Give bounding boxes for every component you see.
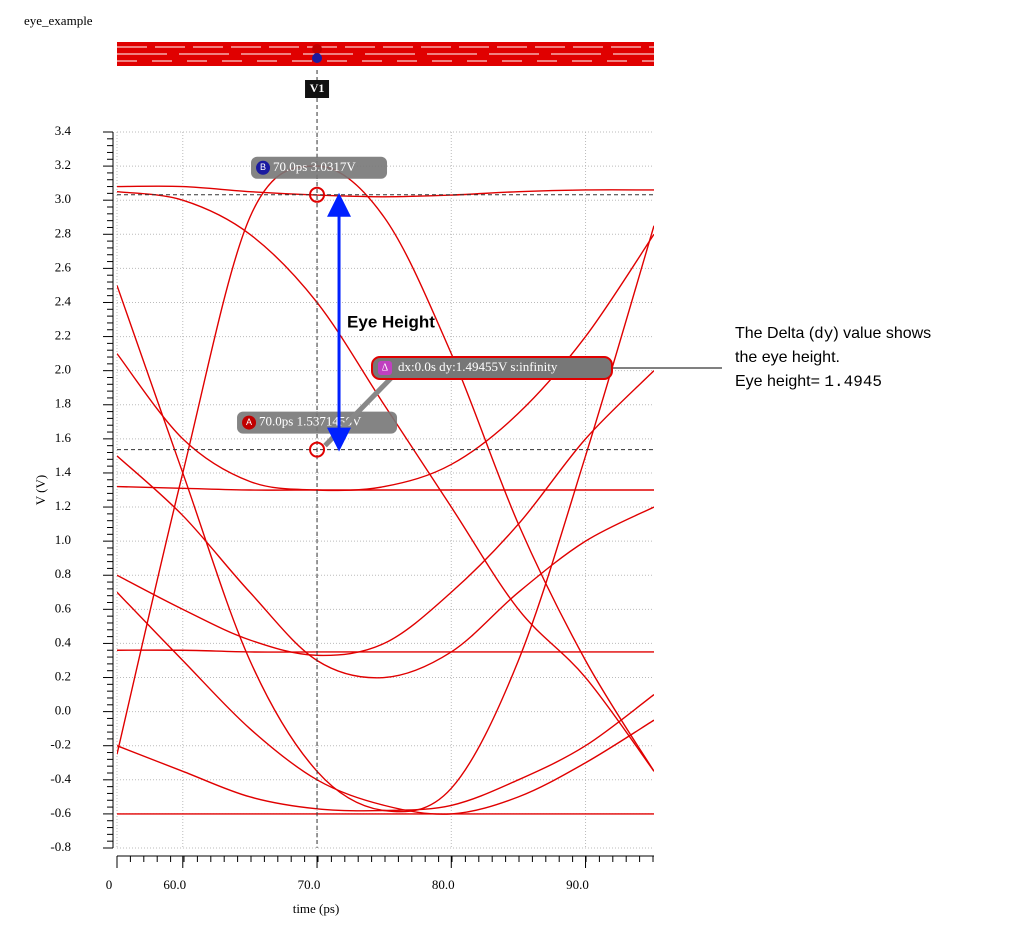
y-tick-label: 2.6 — [55, 259, 72, 274]
note-text: Eye height= — [735, 373, 824, 390]
overview-marker — [312, 53, 323, 63]
y-tick-label: 0.0 — [55, 703, 71, 718]
y-tick-label: 2.0 — [55, 362, 71, 377]
y-tick-label: 0.6 — [55, 600, 72, 615]
y-axis-label: V (V) — [33, 475, 48, 505]
eye-height-label: Eye Height — [347, 312, 435, 331]
note-code: 1.4945 — [824, 373, 882, 391]
chart-title: eye_example — [24, 13, 93, 28]
y-tick-label: -0.6 — [50, 805, 71, 820]
y-tick-label: 3.2 — [55, 157, 71, 172]
note-text: ) value shows — [833, 325, 931, 342]
y-tick-label: 0.8 — [55, 566, 71, 581]
cursor-label: V1 — [310, 81, 325, 95]
cursor-tag — [305, 80, 330, 98]
delta-box — [371, 356, 613, 380]
y-tick-label: 1.0 — [55, 532, 71, 547]
y-tick-label: 0.4 — [55, 634, 72, 649]
note-code: dy — [814, 325, 834, 343]
overview-marker — [312, 44, 323, 54]
y-tick-label: 2.2 — [55, 328, 71, 343]
marker-box — [251, 156, 388, 179]
y-tick-label: 1.8 — [55, 396, 71, 411]
trace — [117, 649, 654, 653]
delta-text: dx:0.0s dy:1.49455V s:infinity — [398, 359, 558, 374]
x-tick-label: 60.0 — [163, 877, 186, 892]
y-tick-label: 3.4 — [55, 123, 72, 138]
trace — [117, 370, 654, 657]
marker-point — [309, 186, 326, 203]
delta-symbol: Δ — [382, 362, 389, 373]
annotation: The Delta (dy) value shows the eye heigh… — [735, 325, 931, 391]
y-tick-label: 1.4 — [55, 464, 72, 479]
trace — [117, 233, 654, 492]
note-line: The Delta (dy) value shows — [735, 325, 931, 343]
marker-letter: A — [246, 417, 252, 427]
y-tick-label: 0.2 — [55, 669, 71, 684]
note-line: the eye height. — [735, 349, 840, 366]
x-tick-label: 90.0 — [566, 877, 589, 892]
trace — [117, 185, 654, 198]
trace — [117, 694, 654, 812]
y-tick-label: 3.0 — [55, 191, 71, 206]
marker-badge — [242, 415, 257, 430]
y-tick-label: -0.4 — [50, 771, 71, 786]
y-tick-label: 1.2 — [55, 498, 71, 513]
x-tick-label: 80.0 — [432, 877, 455, 892]
x-tick-label: 70.0 — [298, 877, 321, 892]
marker-box — [237, 411, 398, 434]
x-axis-label: time (ps) — [293, 901, 340, 916]
note-line: Eye height= 1.4945 — [735, 373, 882, 391]
marker-text: 70.0ps 3.0317V — [273, 159, 356, 174]
note-text: The Delta ( — [735, 325, 815, 342]
marker-badge — [256, 160, 271, 175]
trace — [117, 485, 654, 491]
overview-strip — [117, 42, 654, 66]
marker-point — [309, 441, 326, 458]
y-tick-label: 2.8 — [55, 225, 71, 240]
y-tick-label: -0.8 — [50, 839, 71, 854]
trace — [117, 455, 654, 679]
y-tick-label: -0.2 — [50, 737, 71, 752]
y-tick-label: 1.6 — [55, 430, 72, 445]
trace — [117, 591, 654, 815]
delta-badge — [378, 361, 392, 375]
x-tick-label: 0 — [106, 877, 113, 892]
y-tick-label: 2.4 — [55, 293, 72, 308]
marker-letter: B — [260, 162, 266, 172]
trace — [117, 165, 654, 772]
